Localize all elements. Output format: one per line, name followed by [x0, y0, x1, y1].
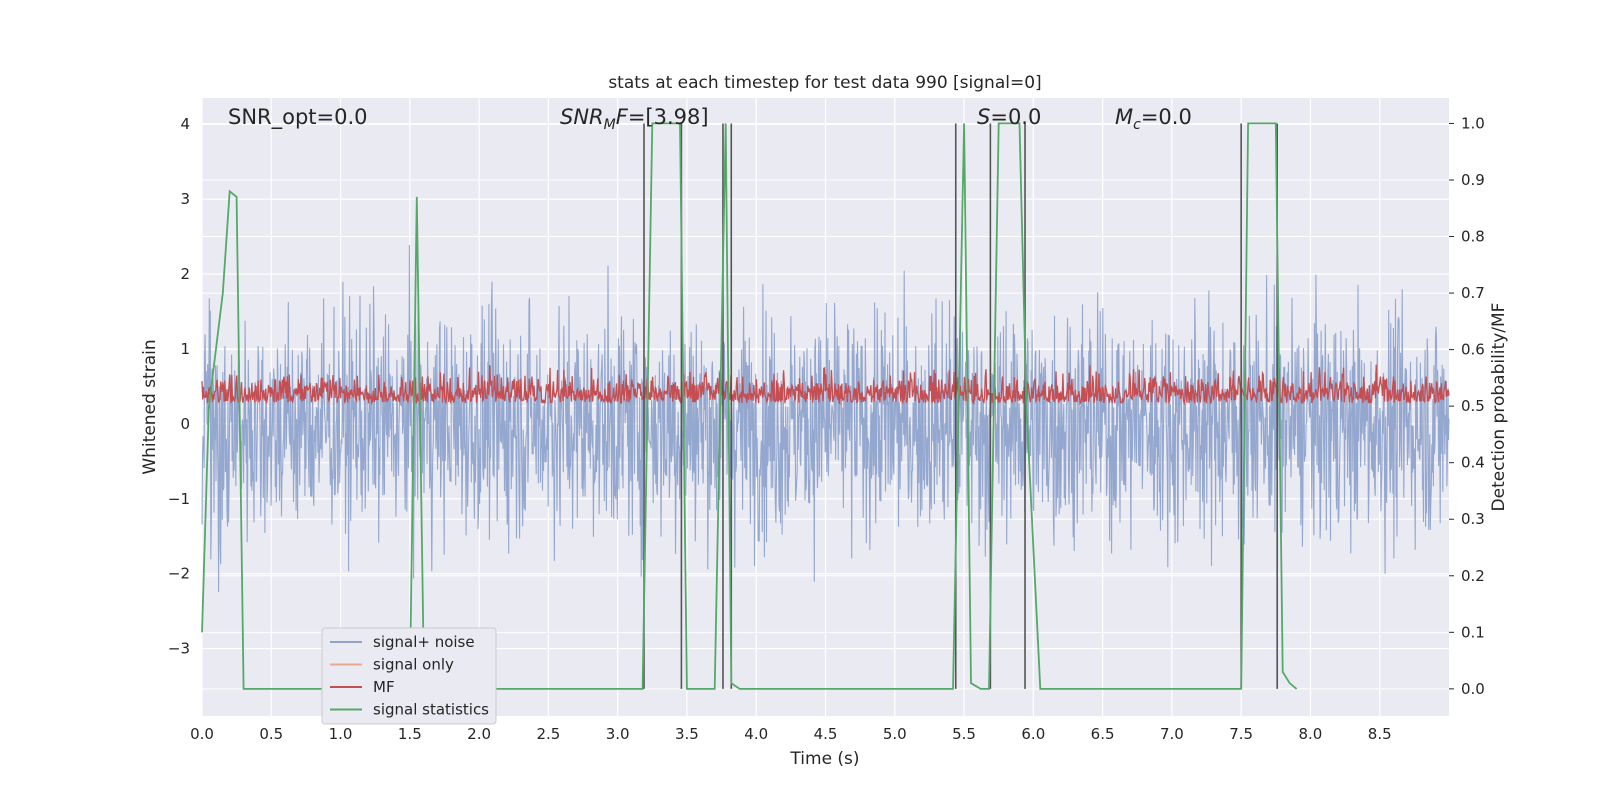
x-tick-label: 4.5	[814, 725, 838, 743]
x-tick-label: 3.0	[606, 725, 630, 743]
legend-box	[321, 627, 497, 725]
annotation-mc-main: M	[1115, 105, 1133, 129]
y-right-tick-label: 0.9	[1461, 171, 1485, 189]
x-tick-label: 2.0	[467, 725, 491, 743]
annotation-snr-mf-main: SNR	[560, 105, 604, 129]
series-signal-statistics	[201, 122, 1298, 690]
y-left-tick-label: 3	[180, 190, 190, 208]
x-tick-label: 3.5	[675, 725, 699, 743]
y-right-tick-label: 0.2	[1461, 567, 1485, 585]
y-right-tick-label: 0.8	[1461, 228, 1485, 246]
annotation-snr-mf-sub: M	[604, 117, 616, 133]
x-tick-label: 7.0	[1160, 725, 1184, 743]
x-tick-label: 8.0	[1299, 725, 1323, 743]
y-right-tick-label: 0.0	[1461, 680, 1485, 698]
y-right-axis-label: Detection probability/MF	[1489, 303, 1509, 512]
y-left-tick-label: 2	[180, 265, 190, 283]
x-tick-label: 1.5	[398, 725, 422, 743]
x-tick-label: 6.0	[1021, 725, 1045, 743]
y-left-tick-label: −3	[168, 640, 190, 658]
legend-label: signal statistics	[373, 701, 489, 719]
x-tick-label: 5.5	[952, 725, 976, 743]
x-axis-ticks: 0.0 0.5 1.0 1.5 2.0 2.5 3.0 3.5 4.0 4.5 5.0 5.5 6.0 6…	[190, 725, 1392, 743]
y-right-tick-label: 1.0	[1461, 114, 1485, 132]
y-left-axis-ticks: 4 3 2 1 0 −1 −2 −3	[168, 115, 190, 657]
annotation-mc-tail: =0.0	[1141, 105, 1192, 129]
y-left-tick-label: 0	[180, 415, 190, 433]
annotation-s-tail: =0.0	[990, 105, 1041, 129]
y-left-tick-label: 4	[180, 115, 190, 133]
chart-title: stats at each timestep for test data 990…	[608, 73, 1041, 93]
y-right-tick-label: 0.7	[1461, 284, 1485, 302]
annotation-snr-mf-tail: =[3.98]	[628, 105, 709, 129]
signal-statistics-line	[201, 122, 1298, 690]
x-tick-label: 4.0	[744, 725, 768, 743]
legend-label: signal only	[373, 656, 454, 674]
x-tick-label: 6.5	[1091, 725, 1115, 743]
y-left-tick-label: 1	[180, 340, 190, 358]
y-right-axis-ticks: 1.0 0.9 0.8 0.7 0.6 0.5 0.4 0.3 0.2 0.1 0.0	[1449, 114, 1485, 698]
annotation-s-main: S	[977, 105, 990, 129]
y-right-tick-label: 0.1	[1461, 623, 1485, 641]
annotation-snr-mf-tail-it: F	[616, 105, 629, 129]
y-right-tick-label: 0.6	[1461, 341, 1485, 359]
annotation-s: S=0.0	[977, 105, 1041, 129]
annotation-snr-opt: SNR_opt=0.0	[228, 105, 368, 130]
x-axis-label: Time (s)	[789, 749, 859, 769]
x-tick-label: 8.5	[1368, 725, 1392, 743]
x-tick-label: 7.5	[1229, 725, 1253, 743]
annotation-snr-mf: SNRMF=[3.98]	[560, 105, 709, 133]
annotation-mc-sub: c	[1133, 117, 1141, 133]
y-right-tick-label: 0.3	[1461, 510, 1485, 528]
legend-label: MF	[373, 678, 395, 696]
x-tick-label: 2.5	[536, 725, 560, 743]
x-tick-label: 0.0	[190, 725, 214, 743]
y-right-tick-label: 0.4	[1461, 454, 1485, 472]
legend: signal+ noise signal only MF signal statist…	[321, 627, 497, 725]
x-tick-label: 0.5	[259, 725, 283, 743]
legend-label: signal+ noise	[373, 633, 475, 651]
x-tick-label: 5.0	[883, 725, 907, 743]
y-left-tick-label: −1	[168, 490, 190, 508]
annotation-mc: Mc=0.0	[1115, 105, 1192, 133]
y-left-tick-label: −2	[168, 565, 190, 583]
y-right-tick-label: 0.5	[1461, 397, 1485, 415]
x-tick-label: 1.0	[329, 725, 353, 743]
y-left-axis-label: Whitened strain	[140, 339, 160, 474]
